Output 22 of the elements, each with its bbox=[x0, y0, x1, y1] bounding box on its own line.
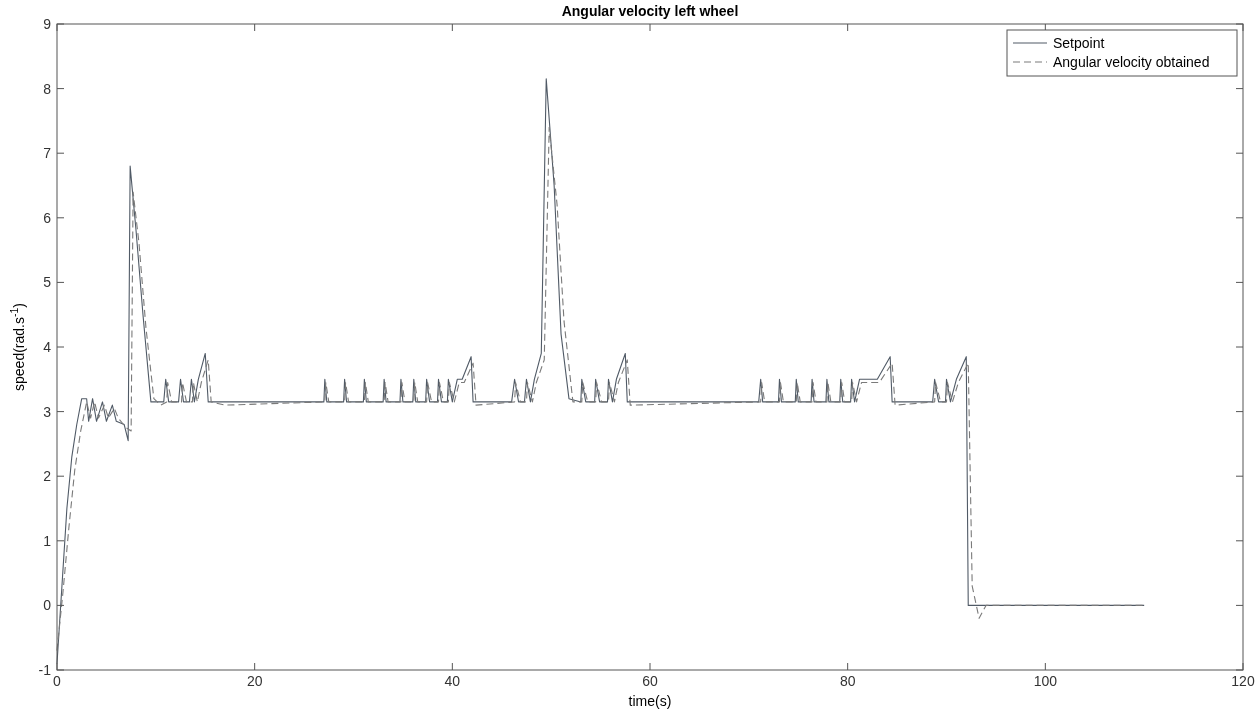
x-tick-label: 40 bbox=[444, 673, 461, 689]
y-tick-label: 9 bbox=[43, 16, 52, 32]
y-tick-label: 4 bbox=[43, 339, 52, 355]
x-tick-label: 20 bbox=[246, 673, 263, 689]
y-tick-label: 5 bbox=[43, 274, 52, 291]
y-tick-label: 3 bbox=[43, 403, 52, 420]
x-tick-label: 80 bbox=[839, 673, 856, 689]
y-tick-label: 0 bbox=[43, 597, 52, 614]
x-axis-title: time(s) bbox=[628, 693, 672, 709]
y-tick-label: 1 bbox=[43, 532, 52, 549]
x-tick-label: 100 bbox=[1033, 673, 1058, 689]
legend-label: Setpoint bbox=[1053, 35, 1105, 51]
legend-label: Angular velocity obtained bbox=[1053, 54, 1210, 70]
chart-title: Angular velocity left wheel bbox=[561, 3, 739, 19]
x-tick-label: 120 bbox=[1231, 673, 1255, 689]
x-tick-label: 60 bbox=[642, 673, 658, 689]
y-tick-label: 6 bbox=[43, 209, 52, 226]
x-tick-label: 0 bbox=[53, 673, 62, 689]
y-tick-label: 7 bbox=[43, 145, 52, 162]
y-tick-label: 2 bbox=[43, 468, 52, 485]
y-tick-label: 8 bbox=[43, 80, 52, 97]
y-tick-label: -1 bbox=[38, 662, 52, 678]
